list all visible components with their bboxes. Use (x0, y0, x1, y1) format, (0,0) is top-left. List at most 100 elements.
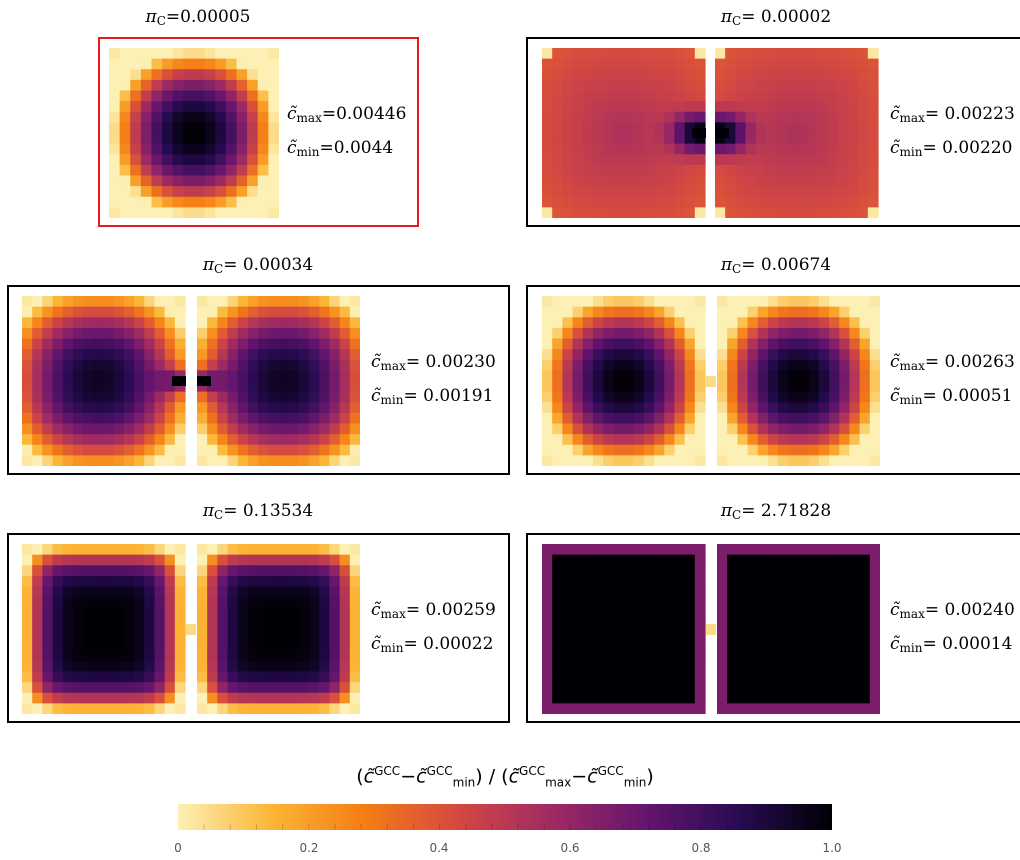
heatmap-cell (592, 402, 604, 414)
heatmap-cell (52, 703, 64, 714)
heatmap-cell (172, 48, 184, 60)
heatmap-cell (654, 412, 665, 425)
heatmap-cell (837, 186, 849, 198)
heatmap-cell (154, 317, 166, 329)
connector-dark-left (692, 128, 706, 138)
panel-3-heatmap (22, 296, 360, 466)
heatmap-cell (737, 650, 749, 662)
heatmap-cell (103, 544, 115, 556)
heatmap-cell (123, 434, 135, 446)
heatmap-cell (140, 101, 153, 113)
heatmap-cell (829, 650, 840, 662)
heatmap-cell (268, 207, 279, 218)
heatmap-cell (103, 296, 115, 308)
heatmap-cell (257, 175, 269, 187)
heatmap-cell (788, 402, 800, 414)
heatmap-cell (329, 317, 341, 329)
heatmap-cell (329, 444, 341, 456)
heatmap-cell (788, 692, 800, 704)
heatmap-cell (829, 597, 840, 609)
heatmap-cell (247, 186, 259, 198)
heatmap-cell (562, 597, 574, 609)
heatmap-cell (140, 164, 153, 177)
heatmap-cell (562, 175, 574, 187)
heatmap-cell (72, 597, 84, 609)
heatmap-cell (613, 359, 625, 371)
heatmap-cell (288, 370, 300, 382)
heatmap-cell (798, 671, 810, 683)
heatmap-cell (603, 111, 614, 123)
heatmap-cell (552, 639, 563, 651)
heatmap-cell (582, 692, 594, 704)
heatmap-cell (592, 349, 604, 361)
heatmap-cell (816, 58, 828, 70)
heatmap-cell (798, 660, 810, 673)
heatmap-cell (847, 69, 859, 81)
heatmap-cell (572, 402, 584, 414)
heatmap-cell (329, 586, 341, 598)
heatmap-cell (747, 703, 759, 714)
heatmap-cell (808, 455, 820, 466)
heatmap-cell (654, 207, 665, 218)
heatmap-cell (643, 671, 655, 683)
heatmap-cell (613, 349, 625, 361)
heatmap-cell (288, 402, 300, 414)
heatmap-cell (268, 434, 280, 446)
heatmap-cell (349, 660, 360, 673)
heatmap-cell (83, 444, 94, 456)
heatmap-cell (747, 629, 759, 641)
heatmap-cell (592, 143, 604, 155)
heatmap-cell (562, 48, 574, 60)
heatmap-cell (144, 391, 156, 403)
heatmap-cell (113, 349, 125, 361)
heatmap-cell (109, 175, 121, 187)
heatmap-cell (603, 154, 614, 166)
heatmap-cell (215, 186, 227, 198)
heatmap-cell (654, 434, 665, 446)
heatmap-cell (674, 703, 686, 714)
heatmap-cell (786, 111, 798, 123)
heatmap-cell (72, 660, 84, 673)
heatmap-cell (257, 196, 269, 208)
heatmap-cell (654, 370, 665, 382)
heatmap-cell (103, 381, 115, 393)
heatmap-cell (737, 349, 749, 361)
heatmap-cell (247, 660, 259, 673)
heatmap-cell (288, 544, 300, 556)
heatmap-cell (247, 692, 259, 704)
heatmap-cell (562, 391, 574, 403)
heatmap-cell (664, 58, 676, 70)
heatmap-cell (623, 423, 635, 435)
heatmap-cell (207, 296, 218, 308)
heatmap-cell (694, 175, 706, 187)
colorbar-tick-5: 1.0 (822, 841, 842, 855)
heatmap-cell (258, 597, 269, 609)
heatmap-cell (694, 402, 706, 414)
heatmap-cell (42, 692, 54, 704)
heatmap-cell (278, 317, 290, 329)
heatmap-cell (144, 575, 156, 588)
heatmap-cell (664, 639, 676, 651)
heatmap-cell (154, 554, 166, 566)
heatmap-cell (725, 143, 736, 155)
heatmap-cell (727, 607, 738, 619)
heatmap-cell (654, 317, 665, 329)
heatmap-cell (32, 565, 43, 577)
heatmap-cell (735, 111, 747, 123)
heatmap-cell (72, 381, 84, 393)
heatmap-cell (215, 207, 227, 218)
heatmap-cell (643, 90, 655, 102)
heatmap-cell (542, 412, 553, 425)
heatmap-cell (247, 69, 259, 81)
heatmap-cell (664, 90, 676, 102)
heatmap-cell (288, 703, 300, 714)
heatmap-cell (623, 565, 635, 577)
panel-1-cmax: c̃max=0.00446 (287, 104, 407, 125)
heatmap-cell (197, 338, 208, 350)
heatmap-cell (288, 412, 300, 425)
heatmap-cell (582, 629, 594, 641)
heatmap-cell (154, 402, 166, 414)
heatmap-cell (623, 671, 635, 683)
heatmap-cell (717, 317, 728, 329)
heatmap-cell (207, 554, 218, 566)
